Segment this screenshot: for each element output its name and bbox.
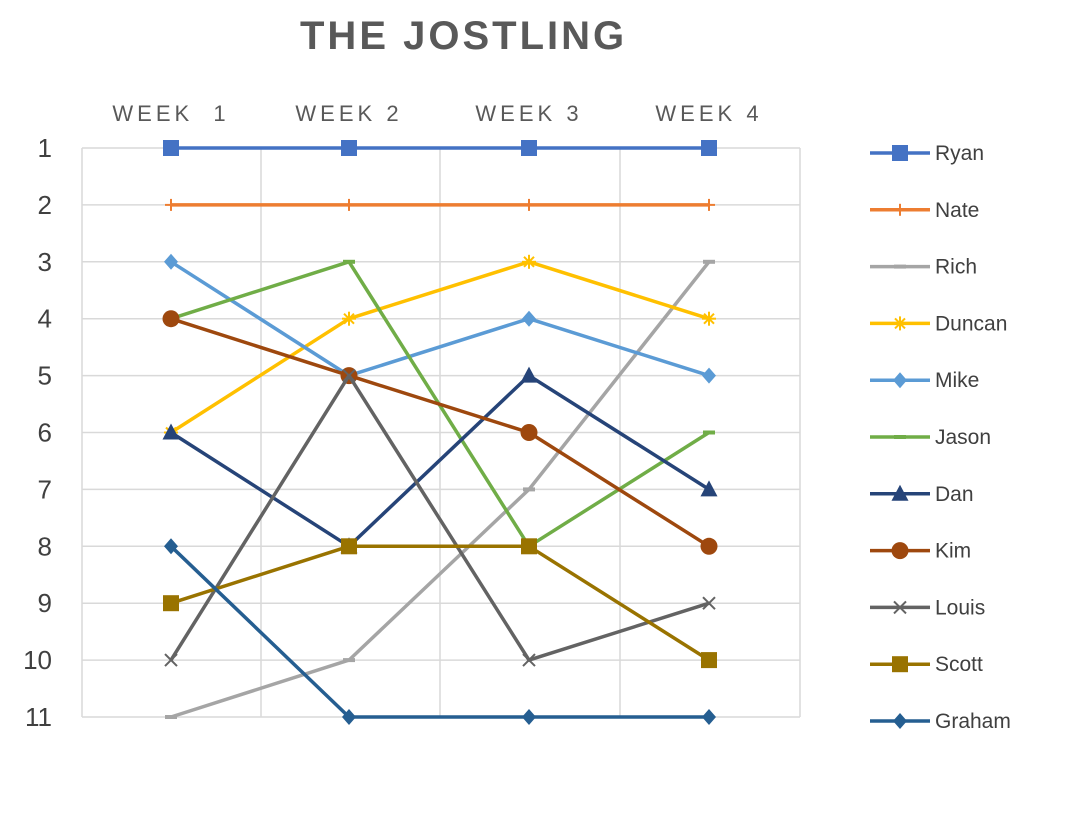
legend-label: Graham: [935, 710, 1011, 733]
data-point: [164, 253, 178, 270]
legend-label: Nate: [935, 199, 979, 222]
series-line: [170, 373, 710, 549]
legend-label: Rich: [935, 256, 977, 279]
legend-item-mike: Mike: [870, 369, 979, 392]
y-tick-label: 4: [38, 304, 52, 334]
legend-label: Duncan: [935, 312, 1007, 335]
legend-item-duncan: Duncan: [870, 312, 1007, 335]
y-tick-label: 8: [38, 531, 52, 561]
legend: Ryan Nate Rich Duncan Mike Jason Dan Kim Louis Sc…: [870, 142, 1011, 733]
legend-item-louis: Louis: [870, 596, 985, 619]
data-point: [163, 595, 179, 612]
x-tick-label: WEEK 3: [475, 101, 582, 126]
data-point: [343, 198, 355, 211]
data-point: [522, 709, 536, 725]
legend-label: Ryan: [935, 142, 984, 165]
x-axis-ticks: WEEK 1 WEEK 2 WEEK 3 WEEK 4: [112, 101, 762, 126]
legend-label: Dan: [935, 483, 974, 506]
series-line: [170, 260, 711, 719]
data-point: [342, 368, 356, 383]
data-point: [164, 653, 178, 667]
legend-item-ryan: Ryan: [870, 142, 984, 165]
data-point: [703, 198, 715, 211]
legend-label: Scott: [935, 653, 983, 676]
series-louis: [164, 368, 716, 667]
x-tick-label: WEEK 4: [655, 101, 762, 126]
y-tick-label: 3: [38, 247, 52, 277]
series-line: [170, 260, 710, 434]
legend-item-nate: Nate: [870, 199, 979, 222]
series-scott: [163, 538, 717, 669]
data-point: [894, 203, 906, 216]
series-lines: [162, 140, 718, 725]
data-point: [701, 652, 717, 669]
legend-item-kim: Kim: [870, 540, 971, 563]
data-point: [341, 140, 357, 156]
data-point: [891, 484, 909, 501]
y-tick-label: 11: [25, 702, 52, 732]
data-point: [702, 709, 716, 725]
data-point: [522, 653, 536, 667]
data-point: [700, 537, 718, 555]
y-tick-label: 9: [38, 588, 52, 618]
legend-item-scott: Scott: [870, 653, 983, 676]
y-tick-label: 10: [23, 645, 52, 675]
data-point: [701, 140, 717, 156]
legend-item-jason: Jason: [870, 426, 991, 449]
data-point: [893, 713, 907, 729]
data-point: [893, 372, 907, 389]
y-tick-label: 5: [38, 361, 52, 391]
data-point: [164, 538, 178, 555]
data-point: [521, 140, 537, 156]
data-point: [342, 709, 356, 725]
data-point: [162, 310, 180, 328]
series-line: [170, 544, 710, 662]
data-point: [165, 198, 177, 211]
series-line: [170, 317, 710, 548]
legend-label: Mike: [935, 369, 979, 392]
y-tick-label: 1: [38, 133, 52, 163]
series-graham: [164, 538, 716, 725]
data-point: [522, 254, 536, 269]
data-point: [520, 424, 538, 441]
series-ryan: [163, 140, 717, 156]
y-axis-ticks: 1 2 3 4 5 6 7 8 9 10 11: [23, 133, 52, 732]
data-point: [520, 366, 538, 383]
chart-title: THE JOSTLING: [300, 14, 628, 58]
data-point: [162, 423, 180, 440]
data-point: [893, 316, 907, 331]
data-point: [891, 542, 909, 560]
data-point: [523, 198, 535, 211]
series-nate: [165, 198, 715, 211]
data-point: [702, 311, 716, 326]
data-point: [700, 480, 718, 497]
data-point: [163, 140, 179, 156]
legend-label: Jason: [935, 426, 991, 449]
y-tick-label: 6: [38, 418, 52, 448]
data-point: [521, 538, 537, 555]
legend-item-dan: Dan: [870, 483, 974, 506]
y-tick-label: 7: [38, 474, 52, 504]
x-tick-label: WEEK 2: [295, 101, 402, 126]
data-point: [893, 600, 907, 615]
data-point: [702, 596, 716, 610]
data-point: [892, 656, 908, 673]
data-point: [342, 311, 356, 326]
series-rich: [165, 259, 715, 719]
series-line: [169, 545, 709, 719]
y-tick-label: 2: [38, 190, 52, 220]
data-point: [702, 367, 716, 384]
series-line: [169, 373, 710, 662]
data-point: [341, 538, 357, 555]
legend-label: Louis: [935, 596, 985, 619]
legend-item-rich: Rich: [870, 256, 977, 279]
series-line: [170, 260, 710, 378]
data-point: [522, 310, 536, 327]
x-tick-label: WEEK 1: [112, 101, 229, 126]
data-point: [892, 145, 908, 161]
legend-item-graham: Graham: [870, 710, 1011, 733]
legend-label: Kim: [935, 540, 971, 563]
